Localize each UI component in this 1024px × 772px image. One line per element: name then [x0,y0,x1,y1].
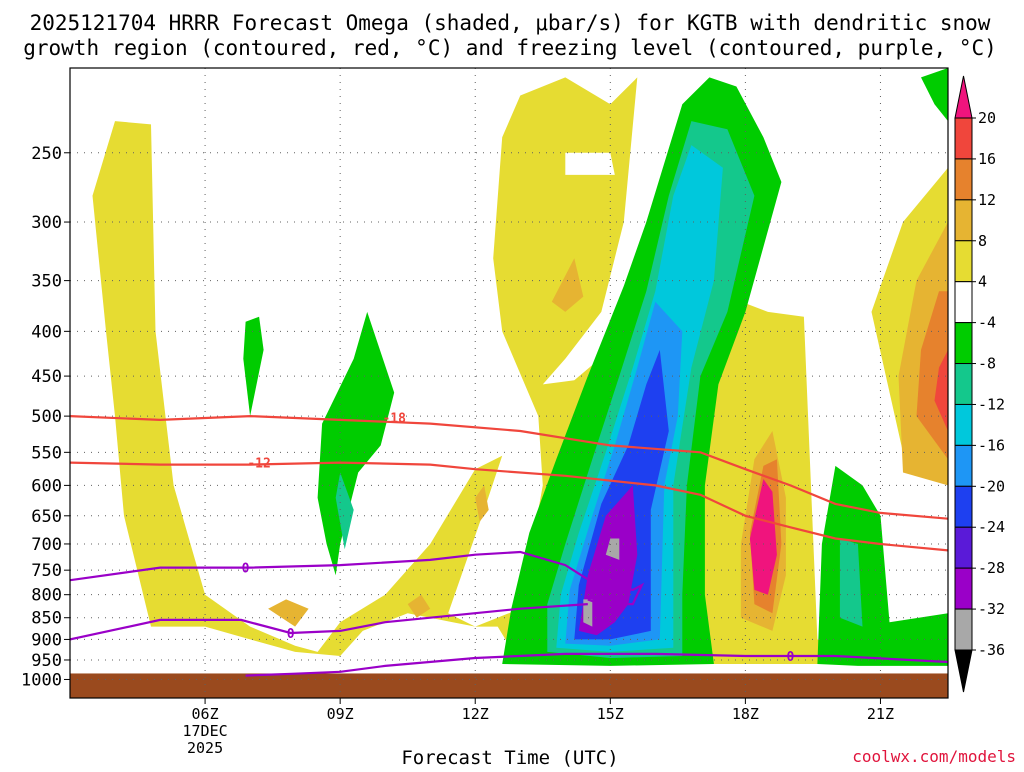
chart-title-line1: 2025121704 HRRR Forecast Omega (shaded, … [30,11,991,35]
contour-label-0a: 0 [242,562,250,577]
colorbar-label: 8 [978,232,987,250]
y-tick-label: 500 [31,407,62,427]
colorbar-box [954,567,973,610]
x-tick-label: 12Z [462,705,489,723]
y-tick-label: 700 [31,535,62,555]
omega-region-orange [475,485,489,522]
omega-region-orange [268,599,309,627]
omega-region-orange [551,258,584,312]
y-tick-label: 900 [31,630,62,650]
ground-layer [70,673,948,698]
y-tick-label: 450 [31,367,62,387]
contour-line-0b [70,603,588,641]
omega-region-orange [407,594,431,618]
omega-region-green [243,316,264,417]
colorbar-box [954,403,973,446]
contour-label--12: -12 [247,457,270,472]
omega-region-teal [839,538,863,627]
y-tick-label: 750 [31,561,62,581]
colorbar-label: -32 [978,600,1005,618]
colorbar-label: -36 [978,641,1005,659]
colorbar-box [954,485,973,528]
colorbar-label: -28 [978,559,1005,577]
y-tick-label: 600 [31,476,62,496]
colorbar-bottom-triangle [954,649,973,693]
omega-region-purple [578,485,638,636]
colorbar-box [954,444,973,487]
y-tick-label: 350 [31,272,62,292]
colorbar-box [954,322,973,365]
y-tick-label: 650 [31,507,62,527]
grid-lines [70,68,948,698]
omega-region-yellow [92,77,948,664]
colorbar-label: -8 [978,355,996,373]
colorbar-box [954,199,973,242]
omega-region-teal [335,472,354,550]
x-tick-year: 2025 [187,739,223,757]
colorbar: 20 16 12 8 4 -4 -8 -12 -16 -20 -24 -28 -32 -36 [954,75,1005,693]
contour-line-0c [245,652,948,677]
y-tick-label: 300 [31,213,62,233]
y-tick-label: 550 [31,443,62,463]
plot-frame [69,67,949,699]
x-tick-label: 18Z [732,705,759,723]
colorbar-label: -16 [978,436,1005,454]
omega-region-green [317,311,395,576]
credit-text: coolwx.com/models [852,747,1016,766]
contour-line--12 [70,461,948,552]
x-tick-label: 06Z [192,705,219,723]
contour-line-0a [70,550,645,606]
colorbar-label: 12 [978,191,996,209]
colorbar-label: -20 [978,477,1005,495]
colorbar-label: 4 [978,273,987,291]
chart-title-line2: growth region (contoured, red, °C) and f… [23,36,997,60]
contour-line--18 [70,414,948,520]
colorbar-label: 16 [978,150,996,168]
colorbar-label: -24 [978,518,1005,536]
colorbar-label: 20 [978,109,996,127]
omega-region-green [921,68,948,122]
contour-label--18: -18 [382,412,406,427]
x-tick-date: 17DEC [182,722,227,740]
omega-region-white [565,152,615,175]
y-tick-label: 1000 [21,670,62,690]
y-tick-label: 400 [31,322,62,342]
x-tick-label: 21Z [867,705,894,723]
colorbar-top-triangle [954,75,973,119]
omega-region-gray [583,599,593,627]
colorbar-box [954,158,973,201]
colorbar-box [954,363,973,405]
colorbar-box [954,240,973,283]
y-tick-label: 250 [31,144,62,164]
y-tick-label: 800 [31,586,62,606]
plot-area [70,68,948,698]
colorbar-box [954,281,973,324]
x-tick-label: 09Z [327,705,354,723]
axes: 2503003504004505005506006507007508008509… [21,67,949,757]
colorbar-label: -4 [978,314,996,332]
colorbar-box [954,117,973,160]
x-tick-label: 15Z [597,705,624,723]
colorbar-label: -12 [978,395,1005,413]
colorbar-box [954,526,973,569]
omega-shading [70,68,948,698]
temperature-contours: -18 -12 0 0 0 [70,412,948,677]
y-tick-label: 850 [31,609,62,629]
y-tick-label: 950 [31,651,62,671]
x-axis-label: Forecast Time (UTC) [401,747,618,768]
omega-region-orange2 [916,291,948,460]
omega-region-pink [749,479,777,595]
contour-label-0c: 0 [786,650,794,665]
colorbar-box [954,608,973,651]
contour-label-0b: 0 [287,627,295,642]
omega-region-red [934,349,948,431]
